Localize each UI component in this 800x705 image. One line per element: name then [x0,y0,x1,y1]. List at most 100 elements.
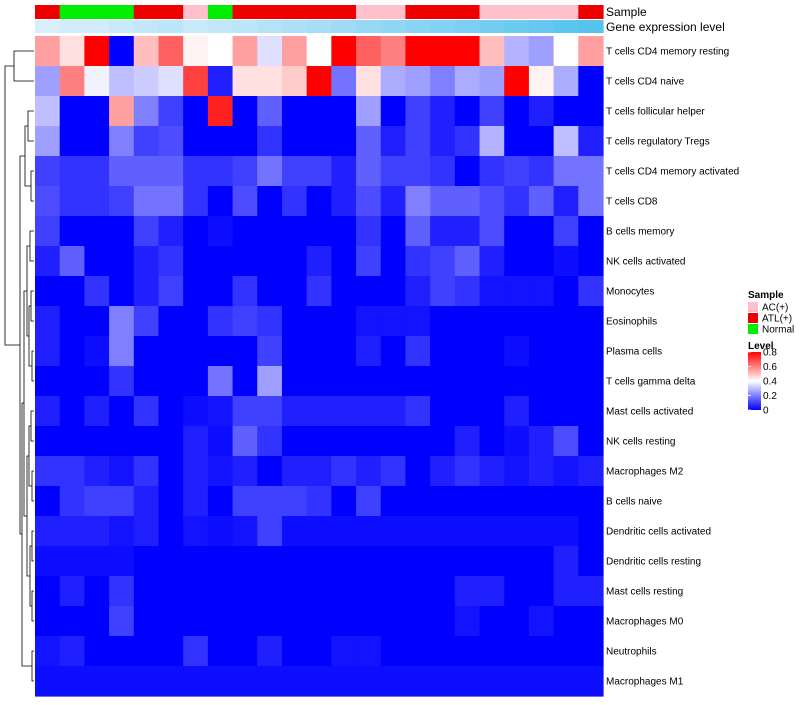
heatmap-cell [331,36,357,67]
legend-level-title: Level [748,341,774,352]
heatmap-cell [504,216,530,247]
heatmap-cell [306,636,332,667]
heatmap-cell [84,306,110,337]
heatmap-cell [59,486,85,517]
heatmap-cell [479,546,505,577]
heatmap-cell [158,576,184,607]
dendrogram-branch [30,290,34,322]
heatmap-cell [331,516,357,547]
heatmap-cell [430,126,456,157]
heatmap-cell [504,276,530,307]
heatmap-cell [528,66,555,97]
heatmap-cell [59,516,85,547]
expression-annotation-cell [207,20,234,33]
heatmap-cell [133,66,160,97]
heatmap-cell [454,516,481,547]
sample-annotation-cell [207,5,234,19]
expression-annotation-cell [380,20,407,33]
row-label: Macrophages M1 [606,677,684,688]
heatmap-cell [306,336,332,367]
expression-annotation-title: Gene expression level [606,20,725,34]
row-label: B cells naive [606,497,663,508]
heatmap-cell [380,156,407,187]
sample-annotation-cell [454,5,481,19]
heatmap-cell [331,546,357,577]
heatmap-cell [479,636,505,667]
heatmap-cell [257,66,283,97]
heatmap-cell [257,516,283,547]
sample-annotation-cell [306,5,332,19]
heatmap-cell [306,606,332,637]
heatmap-cell [454,606,481,637]
heatmap-cell [504,546,530,577]
row-label: Dendritic cells resting [606,557,701,568]
expression-annotation-cell [257,20,283,33]
heatmap-cell [356,216,382,247]
heatmap-cell [306,216,332,247]
heatmap-cell [553,516,579,547]
heatmap-cells [35,36,604,697]
heatmap-cell [232,486,258,517]
dendrogram-branch [31,590,34,622]
heatmap-cell [207,246,234,277]
heatmap-cell [356,246,382,277]
heatmap-cell [84,516,110,547]
heatmap-cell [405,396,431,427]
heatmap-cell [356,426,382,457]
heatmap-cell [553,96,579,127]
heatmap-cell [356,66,382,97]
heatmap-cell [553,156,579,187]
heatmap-cell [133,186,160,217]
heatmap-cell [578,216,604,247]
heatmap-cell [207,546,234,577]
heatmap-cell [183,576,209,607]
heatmap-cell [380,546,407,577]
heatmap-cell [553,246,579,277]
sample-annotation-title: Sample [606,5,647,19]
heatmap-cell [405,486,431,517]
heatmap-cell [405,276,431,307]
heatmap-cell [183,666,209,697]
heatmap-cell [59,336,85,367]
heatmap-cell [479,486,505,517]
heatmap-cell [430,96,456,127]
heatmap-cell [257,666,283,697]
heatmap-cell [133,306,160,337]
heatmap-cell [207,516,234,547]
heatmap-cell [553,456,579,487]
heatmap-cell [380,516,407,547]
heatmap-cell [553,486,579,517]
heatmap-cell [430,606,456,637]
heatmap-cell [504,126,530,157]
heatmap-cell [405,336,431,367]
row-label: Macrophages M2 [606,467,684,478]
heatmap-cell [281,36,308,67]
heatmap-cell [356,396,382,427]
heatmap-cell [380,276,407,307]
heatmap-cell [553,396,579,427]
heatmap-cell [232,546,258,577]
expression-annotation-cell [553,20,579,33]
heatmap-cell [553,666,579,697]
heatmap-cell [281,396,308,427]
heatmap-cell [430,426,456,457]
heatmap-cell [405,366,431,397]
heatmap-cell [232,306,258,337]
legend-label: ATL(+) [762,314,792,325]
heatmap-cell [356,576,382,607]
heatmap-cell [479,186,505,217]
heatmap-cell [479,366,505,397]
heatmap-cell [528,666,555,697]
heatmap-cell [331,576,357,607]
heatmap-cell [59,96,85,127]
heatmap-cell [183,66,209,97]
heatmap-cell [528,306,555,337]
expression-annotation-cell [232,20,258,33]
heatmap-cell [133,156,160,187]
heatmap-cell [183,276,209,307]
heatmap-cell [306,96,332,127]
sample-annotation-cell [553,5,579,19]
expression-annotation-cell [281,20,308,33]
heatmap-cell [479,336,505,367]
heatmap-cell [578,636,604,667]
